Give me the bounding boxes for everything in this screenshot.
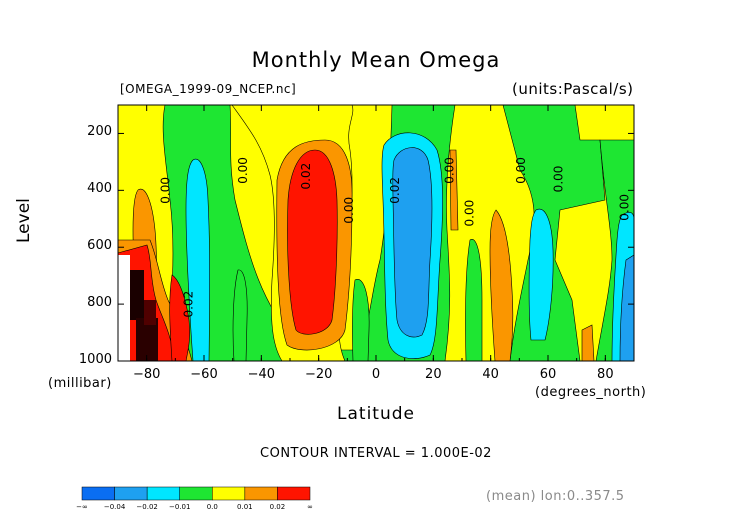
colorbar-swatch [114, 486, 148, 501]
contour-label: 0.02 [299, 163, 313, 190]
orange-region [449, 149, 459, 231]
cyan-region [528, 208, 554, 341]
units-label: (units:Pascal/s) [512, 80, 634, 98]
footer-label: (mean) lon:0..357.5 [486, 489, 625, 504]
blue-region [392, 147, 433, 338]
x-tick-label: 40 [482, 367, 499, 382]
dense-contour-region [144, 300, 156, 325]
y-tick-label: 400 [87, 181, 112, 197]
colorbar-label: −∞ [76, 503, 88, 511]
x-tick-label: 60 [539, 367, 557, 382]
green-region [465, 239, 483, 361]
x-units-label: (degrees_north) [535, 385, 647, 400]
colorbar-label: 0.01 [237, 503, 253, 511]
y-tick-label: 600 [87, 238, 112, 254]
contour-label: 0.00 [342, 197, 356, 224]
positive-band-region [502, 105, 606, 361]
x-tick-label: −40 [247, 367, 276, 382]
y-tick-label: 800 [87, 295, 112, 311]
cyan-region [185, 158, 210, 361]
colorbar [81, 486, 311, 501]
y-tick-label: 200 [87, 124, 112, 140]
contour-label: 0.02 [182, 291, 196, 318]
contour-label: 0.00 [617, 194, 631, 221]
colorbar-swatch [277, 486, 311, 501]
contour-interval-label: CONTOUR INTERVAL = 1.000E-02 [260, 446, 492, 461]
contour-label: 0.00 [551, 166, 565, 193]
colorbar-swatch [244, 486, 278, 501]
y-units-label: (millibar) [48, 376, 112, 391]
green-region [232, 269, 248, 361]
x-tick-label: 0 [371, 367, 381, 382]
x-axis-label: Latitude [337, 404, 415, 424]
colorbar-label: ∞ [307, 503, 313, 511]
missing-data-region [118, 255, 130, 361]
contour-field [118, 105, 634, 361]
x-tick-label: −60 [190, 367, 218, 382]
y-tick-label: 1000 [78, 352, 112, 367]
x-tick-label: 80 [597, 367, 614, 382]
colorbar-label: −0.04 [103, 503, 126, 511]
blue-region [619, 254, 634, 361]
dense-contour-region [136, 318, 158, 361]
green-region [352, 279, 370, 361]
colorbar-swatch [81, 486, 115, 501]
red-region [169, 274, 190, 361]
x-tick-label: 20 [425, 367, 442, 382]
contour-label: 0.00 [236, 157, 250, 184]
colorbar-label: −0.01 [168, 503, 191, 511]
red-region [287, 149, 338, 335]
colorbar-swatch [212, 486, 246, 501]
colorbar-swatch [146, 486, 180, 501]
contour-label: 0.02 [388, 177, 402, 204]
contour-label: 0.00 [514, 157, 528, 184]
yellow-region [626, 110, 634, 120]
orange-region [489, 209, 514, 361]
contour-label: 0.00 [442, 157, 456, 184]
orange-region [581, 324, 595, 361]
axis-ticks [117, 105, 635, 362]
file-label: [OMEGA_1999-09_NCEP.nc] [120, 82, 297, 96]
chart-title: Monthly Mean Omega [251, 48, 501, 72]
contour-label: 0.00 [159, 177, 173, 204]
colorbar-label: 0.0 [206, 503, 218, 511]
colorbar-swatch [179, 486, 213, 501]
x-tick-label: −20 [304, 367, 333, 382]
contour-labels: 0.00 0.00 0.02 0.00 0.02 0.00 0.00 0.00 0.00 0.00… [159, 157, 632, 317]
colorbar-label: 0.02 [269, 503, 286, 511]
colorbar-label: −0.02 [136, 503, 158, 511]
x-tick-label: −80 [132, 367, 161, 382]
dense-contour-region [130, 270, 144, 320]
contour-label: 0.00 [462, 200, 476, 227]
